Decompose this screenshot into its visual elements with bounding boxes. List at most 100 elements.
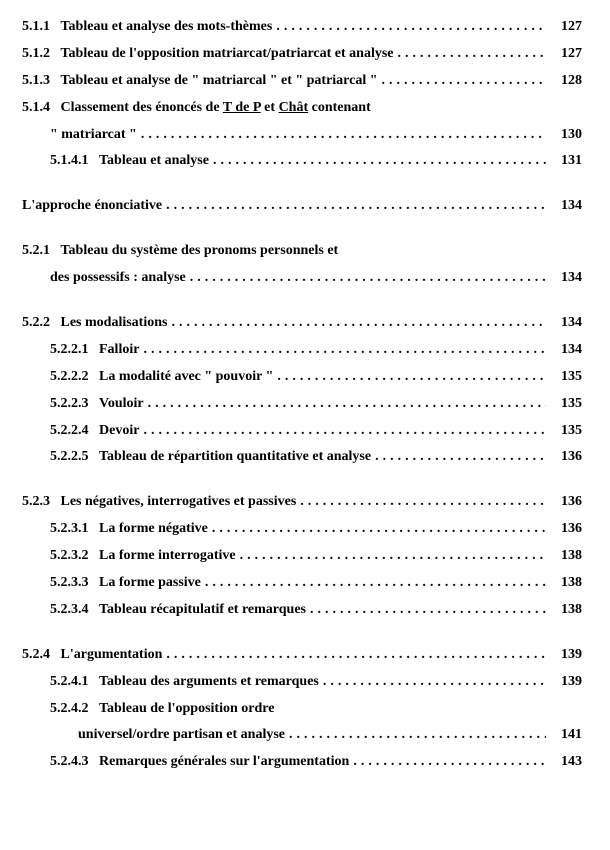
toc-page-number: 134 (546, 269, 582, 288)
toc-leader: ........................................… (208, 520, 546, 539)
toc-entry-title: Les modalisations (61, 314, 168, 333)
toc-row: 5.2.4.1 Tableau des arguments et remarqu… (22, 673, 582, 692)
toc-page-number: 139 (546, 673, 582, 692)
toc-page-number: 130 (546, 126, 582, 145)
toc-page-number: 136 (546, 520, 582, 539)
toc-row: 5.2.4.3 Remarques générales sur l'argume… (22, 753, 582, 772)
toc-entry-number: 5.2.3 (22, 493, 61, 512)
toc-entry-number: 5.2.3.3 (22, 574, 99, 593)
toc-entry-title: L'argumentation (61, 646, 163, 665)
toc-row: 5.2.4.2 Tableau de l'opposition ordre (22, 700, 582, 719)
toc-leader: ........................................… (139, 422, 546, 441)
toc-leader: ........................................… (186, 269, 546, 288)
toc-entry-title: universel/ordre partisan et analyse (78, 726, 285, 745)
toc-page-number: 143 (546, 753, 582, 772)
toc-page: 5.1.1 Tableau et analyse des mots-thèmes… (0, 0, 610, 798)
toc-leader: ........................................… (349, 753, 546, 772)
toc-row: universel/ordre partisan et analyse ....… (22, 726, 582, 745)
toc-leader: ........................................… (144, 395, 546, 414)
toc-leader: ........................................… (273, 368, 546, 387)
toc-entry-number: 5.2.2 (22, 314, 61, 333)
toc-entry-title: Tableau et analyse (99, 152, 209, 171)
toc-entry-title: Tableau de l'opposition matriarcat/patri… (61, 45, 394, 64)
toc-leader: ........................................… (285, 726, 546, 745)
toc-row: 5.1.3 Tableau et analyse de " matriarcal… (22, 72, 582, 91)
toc-leader: ........................................… (371, 448, 546, 467)
toc-entry-title: La modalité avec " pouvoir " (99, 368, 273, 387)
toc-entry-title: Tableau de l'opposition ordre (99, 700, 274, 719)
toc-entry-title: Tableau du système des pronoms personnel… (61, 242, 339, 261)
toc-entry-number: 5.1.4 (22, 99, 61, 118)
toc-entry-title: Classement des énoncés de T de P et Chât… (61, 99, 371, 118)
toc-leader: ........................................… (209, 152, 546, 171)
toc-entry-title: La forme passive (99, 574, 201, 593)
toc-entry-number: 5.2.3.2 (22, 547, 99, 566)
toc-leader: ........................................… (296, 493, 546, 512)
toc-row: 5.2.2.5 Tableau de répartition quantitat… (22, 448, 582, 467)
toc-entry-number: 5.2.2.1 (22, 341, 99, 360)
toc-entry-number: 5.2.2.2 (22, 368, 99, 387)
toc-entry-title: Vouloir (99, 395, 144, 414)
toc-entry-title: L'approche énonciative (22, 197, 162, 216)
toc-row: 5.2.2.2 La modalité avec " pouvoir " ...… (22, 368, 582, 387)
toc-row: " matriarcat " .........................… (22, 126, 582, 145)
toc-entry-number: 5.2.2.4 (22, 422, 99, 441)
toc-entry-number (22, 269, 50, 288)
toc-entry-title: des possessifs : analyse (50, 269, 186, 288)
toc-page-number: 135 (546, 395, 582, 414)
toc-row: 5.2.2.1 Falloir ........................… (22, 341, 582, 360)
toc-entry-number: 5.2.4.1 (22, 673, 99, 692)
toc-row: des possessifs : analyse ...............… (22, 269, 582, 288)
toc-page-number: 135 (546, 368, 582, 387)
toc-row: L'approche énonciative .................… (22, 197, 582, 216)
toc-entry-number: 5.2.4.2 (22, 700, 99, 719)
toc-entry-number: 5.2.4.3 (22, 753, 99, 772)
toc-entry-title: Tableau de répartition quantitative et a… (99, 448, 371, 467)
toc-page-number: 136 (546, 448, 582, 467)
toc-leader: ........................................… (162, 197, 546, 216)
toc-leader: ........................................… (306, 601, 546, 620)
toc-leader: ........................................… (272, 18, 546, 37)
toc-row: 5.2.4 L'argumentation ..................… (22, 646, 582, 665)
toc-page-number: 134 (546, 341, 582, 360)
toc-entry-title: " matriarcat " (50, 126, 137, 145)
toc-row: 5.2.2.3 Vouloir ........................… (22, 395, 582, 414)
toc-entry-number (22, 726, 78, 745)
toc-entry-title: La forme interrogative (99, 547, 236, 566)
toc-entry-number: 5.2.2.3 (22, 395, 99, 414)
toc-entry-title: Les négatives, interrogatives et passive… (61, 493, 297, 512)
toc-row: 5.2.2.4 Devoir .........................… (22, 422, 582, 441)
toc-page-number: 134 (546, 314, 582, 333)
toc-row: 5.1.2 Tableau de l'opposition matriarcat… (22, 45, 582, 64)
toc-page-number: 127 (546, 45, 582, 64)
toc-entry-number: 5.1.3 (22, 72, 61, 91)
toc-entry-number: 5.2.3.4 (22, 601, 99, 620)
toc-entry-number: 5.2.1 (22, 242, 61, 261)
toc-row: 5.1.1 Tableau et analyse des mots-thèmes… (22, 18, 582, 37)
toc-leader: ........................................… (139, 341, 546, 360)
toc-entry-number (22, 126, 50, 145)
toc-entry-number: 5.1.4.1 (22, 152, 99, 171)
toc-leader: ........................................… (162, 646, 546, 665)
toc-leader: ........................................… (236, 547, 546, 566)
toc-row: 5.2.3.3 La forme passive ...............… (22, 574, 582, 593)
toc-page-number: 135 (546, 422, 582, 441)
toc-page-number: 136 (546, 493, 582, 512)
toc-leader: ........................................… (137, 126, 546, 145)
toc-page-number: 141 (546, 726, 582, 745)
toc-leader: ........................................… (167, 314, 546, 333)
toc-entry-title: Tableau des arguments et remarques (99, 673, 319, 692)
toc-leader: ........................................… (201, 574, 546, 593)
toc-entry-title: La forme négative (99, 520, 208, 539)
toc-entry-title: Falloir (99, 341, 139, 360)
toc-row: 5.1.4.1 Tableau et analyse .............… (22, 152, 582, 171)
toc-entry-number: 5.2.3.1 (22, 520, 99, 539)
toc-page-number: 134 (546, 197, 582, 216)
toc-entry-title: Tableau et analyse de " matriarcal " et … (61, 72, 378, 91)
toc-page-number: 138 (546, 574, 582, 593)
toc-page-number: 127 (546, 18, 582, 37)
toc-row: 5.2.2 Les modalisations ................… (22, 314, 582, 333)
toc-row: 5.1.4 Classement des énoncés de T de P e… (22, 99, 582, 118)
toc-leader: ........................................… (319, 673, 546, 692)
toc-entry-title: Devoir (99, 422, 139, 441)
